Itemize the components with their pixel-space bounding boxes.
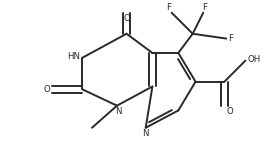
Text: O: O [226, 107, 233, 116]
Text: OH: OH [247, 55, 261, 64]
Text: O: O [123, 14, 130, 23]
Text: N: N [143, 129, 149, 138]
Text: O: O [43, 85, 50, 94]
Text: F: F [228, 34, 233, 43]
Text: F: F [166, 3, 171, 12]
Text: N: N [115, 107, 121, 116]
Text: HN: HN [68, 52, 81, 61]
Text: F: F [202, 3, 207, 12]
